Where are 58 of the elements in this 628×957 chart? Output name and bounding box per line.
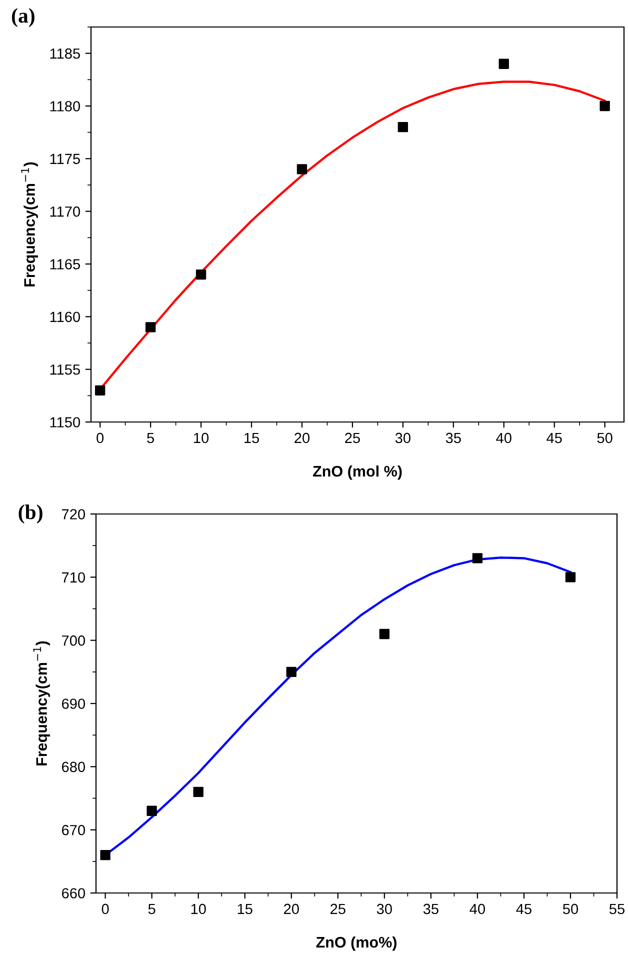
point <box>379 628 390 640</box>
y-tick-label: 1155 <box>50 364 80 375</box>
x-tick-label: 0 <box>102 904 109 914</box>
y-tick-label: 1170 <box>50 206 80 217</box>
y-axis-title: Frequency(cm$^{−1}$) <box>21 162 38 286</box>
point <box>145 322 156 332</box>
y-tick-label: 1150 <box>50 417 80 428</box>
x-tick-label: 15 <box>238 904 252 914</box>
x-tick-label: 40 <box>470 904 485 914</box>
x-tick-label: 15 <box>244 432 260 444</box>
x-tick-label: 0 <box>96 432 104 444</box>
x-tick-label: 25 <box>345 432 360 444</box>
x-tick-label: 20 <box>284 904 299 914</box>
x-tick-label: 5 <box>148 904 156 914</box>
y-tick-label: 1175 <box>50 154 80 164</box>
x-tick-label: 30 <box>376 904 392 914</box>
x-tick-label: 35 <box>423 904 438 914</box>
point <box>196 269 206 280</box>
point <box>286 666 296 678</box>
x-tick-label: 55 <box>609 904 624 914</box>
x-tick-label: 40 <box>496 432 512 444</box>
y-tick-label: 710 <box>62 572 86 583</box>
point <box>565 572 576 582</box>
y-tick-label: 660 <box>62 888 86 898</box>
y-tick-label: 680 <box>62 762 86 772</box>
chart-title: (b) <box>18 504 42 524</box>
point <box>95 385 106 396</box>
chart-title: (a) <box>12 8 34 27</box>
point <box>472 553 483 564</box>
x-tick-label: 20 <box>294 432 310 444</box>
x-axis-title: ZnO (mol %) <box>312 465 402 480</box>
y-tick-label: 670 <box>62 824 86 836</box>
y-tick-label: 720 <box>62 509 86 520</box>
y-tick-label: 1165 <box>50 259 80 270</box>
point <box>146 806 157 816</box>
point <box>498 58 509 69</box>
x-tick-label: 35 <box>446 432 461 444</box>
point <box>398 122 408 132</box>
y-tick-label: 1160 <box>50 312 80 322</box>
point <box>193 786 204 798</box>
y-axis-title: Frequency(cm$^{−1}$) <box>33 641 50 766</box>
point <box>600 100 610 112</box>
y-tick-label: 1185 <box>50 48 80 59</box>
x-tick-label: 10 <box>191 904 206 914</box>
x-tick-label: 50 <box>597 432 612 444</box>
x-axis-title: ZnO (mo%) <box>316 936 396 951</box>
point <box>100 850 110 860</box>
point <box>296 164 308 174</box>
x-tick-label: 25 <box>330 904 346 914</box>
x-tick-label: 5 <box>147 432 154 444</box>
x-tick-label: 10 <box>194 432 209 444</box>
x-tick-label: 45 <box>516 904 532 914</box>
y-tick-label: 1180 <box>50 101 80 112</box>
y-tick-label: 690 <box>62 698 86 709</box>
y-tick-label: 700 <box>62 635 86 646</box>
x-tick-label: 30 <box>395 432 410 444</box>
x-tick-label: 50 <box>562 904 578 914</box>
x-tick-label: 45 <box>546 432 562 444</box>
